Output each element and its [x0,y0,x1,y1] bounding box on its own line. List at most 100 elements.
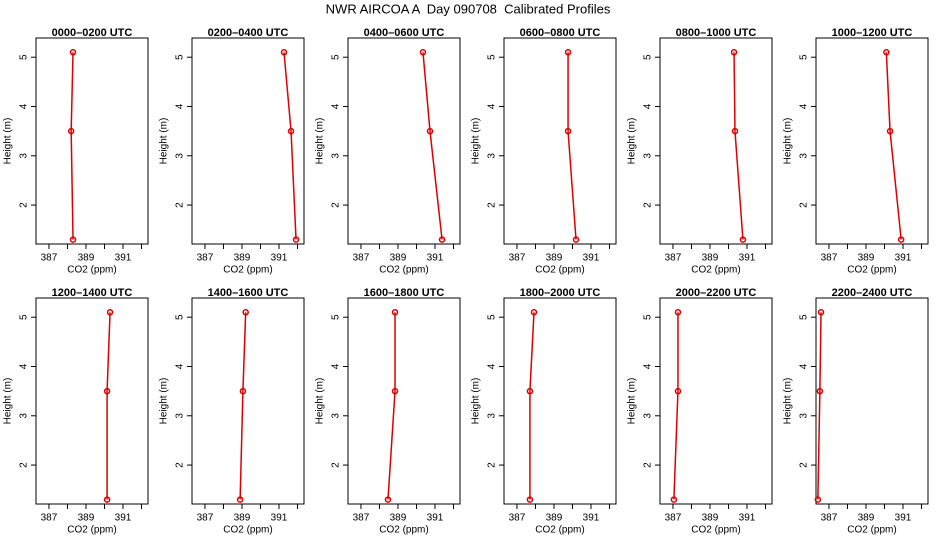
y-tick-label: 2 [487,462,498,468]
x-tick-label: 389 [234,513,251,524]
panel-title: 1200–1400 UTC [52,287,133,299]
profile-point [419,49,427,56]
x-tick-label: 391 [583,513,600,524]
profile-line [885,52,902,240]
profile-point [530,309,538,316]
x-tick-label: 387 [665,253,682,264]
profile-point [526,387,534,395]
y-tick-label: 3 [175,153,186,159]
y-tick-label: 5 [175,54,186,60]
x-tick-label: 387 [41,513,58,524]
profile-line [70,52,74,240]
profile-point [816,387,824,395]
profile-line [733,52,744,240]
profile-point [674,309,682,316]
main-title: NWR AIRCOA A Day 090708 Calibrated Profi… [326,1,611,16]
y-axis-label: Height (m) [627,378,638,425]
y-axis-label: Height (m) [315,118,326,165]
y-tick-label: 2 [799,202,810,208]
y-tick-label: 2 [175,202,186,208]
plot-frame [503,37,617,245]
profile-point [897,236,905,243]
panel-title: 0400–0600 UTC [364,27,445,39]
panel-title: 2000–2200 UTC [676,287,757,299]
x-tick-label: 389 [858,253,875,264]
x-tick-label: 389 [702,513,719,524]
y-tick-label: 5 [799,54,810,60]
y-tick-label: 4 [487,363,498,369]
panel-title: 1400–1600 UTC [208,287,289,299]
profile-point [886,127,894,135]
y-axis-label: Height (m) [627,118,638,165]
y-tick-label: 5 [331,54,342,60]
y-tick-label: 3 [175,413,186,419]
profile-point [287,127,295,135]
y-tick-label: 4 [19,103,30,109]
plot-frame [503,297,617,505]
profile-point [564,127,572,135]
y-axis-label: Height (m) [3,378,14,425]
x-axis-label: CO2 (ppm) [535,525,584,536]
plot-frame [347,297,461,505]
y-axis-label: Height (m) [471,378,482,425]
profile-point [564,49,572,56]
profile-line [283,52,297,240]
y-tick-label: 2 [331,462,342,468]
y-tick-label: 3 [799,153,810,159]
x-axis-label: CO2 (ppm) [67,525,116,536]
x-tick-label: 387 [197,513,214,524]
x-axis-label: CO2 (ppm) [691,265,740,276]
y-tick-label: 4 [331,363,342,369]
profile-point [67,127,75,135]
plot-frame [191,37,305,245]
y-tick-label: 2 [19,462,30,468]
profile-point [391,309,399,316]
x-tick-label: 387 [353,253,370,264]
x-tick-label: 391 [895,513,912,524]
y-tick-label: 2 [643,462,654,468]
x-tick-label: 391 [739,253,756,264]
x-axis-label: CO2 (ppm) [223,265,272,276]
y-tick-label: 5 [19,314,30,320]
profile-point [426,127,434,135]
profile-point [817,309,825,316]
x-tick-label: 391 [115,253,132,264]
x-tick-label: 391 [115,513,132,524]
x-tick-label: 389 [390,253,407,264]
profile-line [567,52,577,240]
y-tick-label: 3 [19,413,30,419]
y-tick-label: 2 [175,462,186,468]
x-axis-label: CO2 (ppm) [379,265,428,276]
y-axis-label: Height (m) [3,118,14,165]
plot-frame [35,37,149,245]
y-tick-label: 2 [331,202,342,208]
x-axis-label: CO2 (ppm) [223,525,272,536]
profile-point [384,496,392,503]
x-tick-label: 389 [546,513,563,524]
y-axis-label: Height (m) [471,118,482,165]
profile-line [422,52,443,240]
y-tick-label: 5 [487,54,498,60]
y-tick-label: 4 [175,103,186,109]
profile-point [674,387,682,395]
y-tick-label: 5 [643,314,654,320]
profile-point [883,49,890,56]
x-tick-label: 391 [271,253,288,264]
x-tick-label: 387 [41,253,58,264]
y-tick-label: 5 [487,314,498,320]
panel-title: 2200–2400 UTC [832,287,913,299]
x-tick-label: 389 [702,253,719,264]
y-tick-label: 3 [331,153,342,159]
x-tick-label: 387 [197,253,214,264]
plot-frame [347,37,461,245]
profile-point [438,236,446,243]
x-axis-label: CO2 (ppm) [535,265,584,276]
y-tick-label: 4 [799,103,810,109]
x-tick-label: 391 [427,253,444,264]
y-tick-label: 5 [643,54,654,60]
x-axis-label: CO2 (ppm) [67,265,116,276]
y-tick-label: 3 [643,413,654,419]
panel-title: 0000–0200 UTC [52,27,133,39]
y-tick-label: 2 [643,202,654,208]
